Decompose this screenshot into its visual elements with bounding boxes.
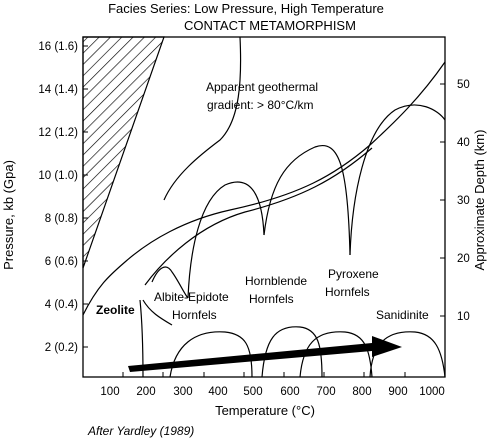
y-tick-label: 16 (1.6) (38, 41, 78, 53)
facies-label-sanidinite: Sanidinite (376, 308, 429, 322)
y-tick-label: 8 (0.8) (45, 213, 78, 225)
y-tick-label: 12 (1.2) (38, 127, 78, 139)
y-tick-label: 10 (1.0) (38, 170, 78, 182)
depth-tick-label: 40 (457, 137, 470, 149)
y-axis-label: Pressure, kb (Gpa) (1, 160, 16, 270)
boundary-inner-envelope (144, 147, 373, 286)
x-tick-label: 1000 (419, 386, 445, 398)
hatched-region (82, 36, 165, 269)
facies-label-albite-epidote: Albite-Epidote (154, 290, 229, 304)
boundary-zeolite-right (142, 299, 173, 326)
boundary-zeolite-top (82, 61, 446, 316)
source-credit: After Yardley (1989) (87, 424, 194, 438)
x-tick-label: 200 (136, 386, 155, 398)
right-axis-ticks (440, 83, 445, 317)
lens-sanidinite (369, 331, 446, 378)
depth-tick-label: 30 (457, 195, 470, 207)
y-tick-label: 4 (0.4) (45, 299, 78, 311)
y-tick-label: 6 (0.6) (45, 256, 78, 268)
x-tick-label: 600 (280, 386, 299, 398)
depth-tick-label: 10 (457, 311, 470, 323)
x-tick-label: 300 (173, 386, 192, 398)
facies-label-hornblende: Hornblende (245, 274, 307, 288)
lens-albite-epidote (169, 331, 253, 378)
x-tick-label: 700 (316, 386, 335, 398)
facies-label-pyroxene: Hornfels (325, 285, 370, 299)
boundary-upper-left (163, 36, 242, 201)
geotherm-annotation: Apparent geothermal (206, 80, 318, 94)
boundary-pyroxene-loop (263, 145, 351, 256)
x-tick-label: 100 (100, 386, 119, 398)
x-tick-label: 500 (243, 386, 262, 398)
facies-label-pyroxene: Pyroxene (328, 267, 379, 281)
boundary-albite-epidote-loop (151, 266, 189, 299)
left-axis-ticks (83, 45, 88, 348)
facies-label-hornblende: Hornfels (249, 292, 294, 306)
diagram-title: Facies Series: Low Pressure, High Temper… (108, 1, 384, 16)
x-tick-label: 400 (208, 386, 227, 398)
boundary-sanidinite-loop (349, 104, 446, 256)
geotherm-annotation: gradient: > 80°C/km (207, 98, 314, 112)
x-axis-label: Temperature (°C) (215, 403, 315, 418)
facies-label-albite-epidote: Hornfels (172, 308, 217, 322)
y-tick-label: 14 (1.4) (38, 84, 78, 96)
diagram-subtitle: CONTACT METAMORPHISM (184, 18, 356, 33)
y-tick-label: 2 (0.2) (45, 342, 78, 354)
geotherm-arrow (128, 336, 402, 372)
depth-tick-label: 50 (457, 79, 470, 91)
x-tick-label: 900 (388, 386, 407, 398)
bottom-axis-ticks (82, 372, 446, 377)
facies-label-zeolite: Zeolite (96, 303, 135, 317)
depth-tick-label: 20 (457, 253, 470, 265)
boundary-hornblende-loop (187, 181, 265, 299)
x-tick-label: 800 (352, 386, 371, 398)
depth-axis-label: Approximate Depth (km) (472, 130, 487, 271)
